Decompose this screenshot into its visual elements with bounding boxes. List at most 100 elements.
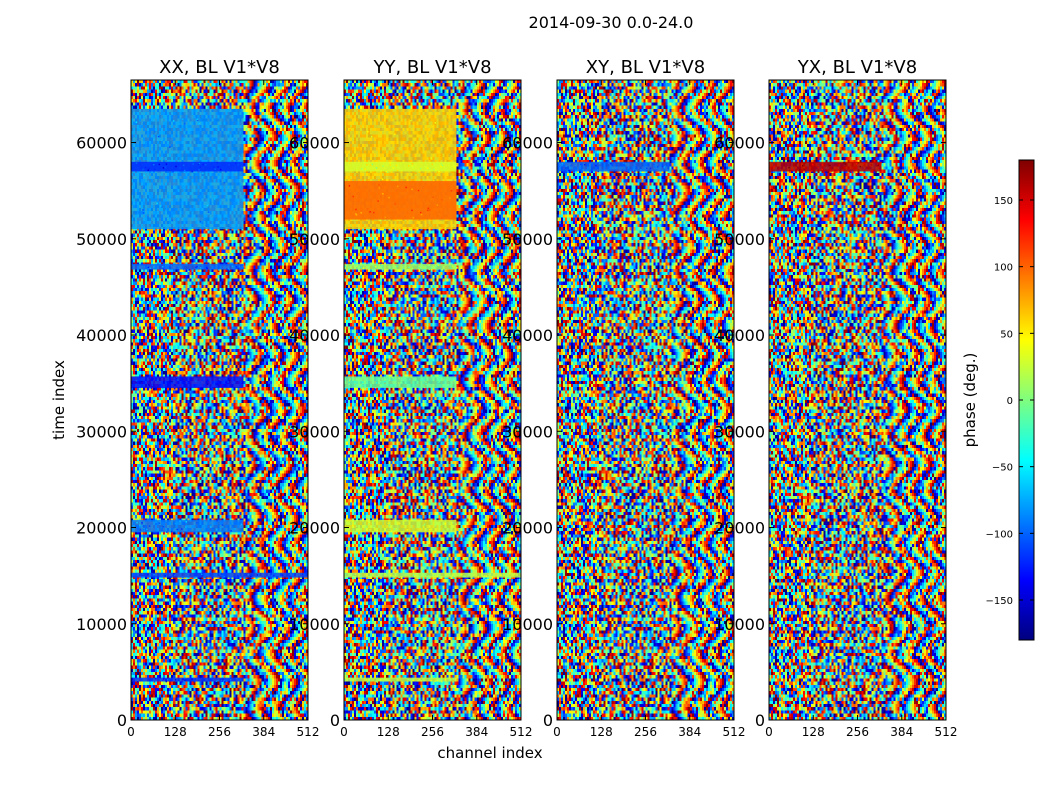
band-speckle [378, 187, 381, 189]
band-speckle [191, 678, 193, 680]
band-speckle [202, 172, 204, 175]
band-speckle [235, 265, 237, 268]
band-speckle [454, 166, 456, 169]
band-speckle [369, 164, 372, 166]
band-speckle [238, 265, 241, 268]
band-speckle [382, 193, 384, 195]
band-speckle [420, 680, 422, 682]
band-speckle [346, 387, 348, 389]
band-speckle [389, 528, 391, 531]
band-speckle [198, 122, 201, 125]
band-speckle [144, 146, 146, 149]
band-speckle [176, 379, 179, 381]
band-speckle [366, 208, 369, 210]
band-speckle [152, 378, 155, 380]
band-speckle [152, 163, 155, 166]
band-speckle [848, 170, 850, 172]
band-speckle [194, 678, 196, 681]
band-speckle [373, 526, 376, 529]
band-speckle [147, 216, 149, 218]
band-speckle [192, 163, 194, 165]
band-speckle [225, 680, 228, 683]
band-speckle [169, 146, 171, 148]
band-speckle [408, 165, 410, 167]
band-speckle [182, 576, 184, 579]
band-speckle [161, 679, 164, 682]
band-speckle [228, 681, 230, 683]
band-speckle [210, 523, 212, 526]
band-speckle [355, 525, 358, 527]
band-speckle [441, 681, 443, 683]
y-axis-label: time index [50, 360, 68, 440]
band-speckle [366, 681, 369, 683]
coherent-band [131, 263, 244, 270]
band-speckle [463, 575, 465, 578]
band-speckle [137, 575, 140, 577]
band-speckle [173, 573, 175, 575]
band-speckle [205, 266, 208, 269]
band-speckle [430, 157, 432, 159]
band-speckle [213, 198, 216, 200]
band-speckle [381, 677, 383, 680]
band-speckle [193, 680, 196, 683]
band-speckle [199, 267, 202, 269]
band-speckle [156, 379, 159, 381]
band-speckle [368, 521, 370, 524]
band-speckle [398, 576, 400, 579]
band-speckle [182, 164, 185, 167]
band-speckle [216, 529, 218, 531]
band-speckle [424, 573, 427, 576]
band-speckle [195, 380, 197, 382]
band-speckle [376, 681, 378, 683]
panel-title: YY, BL V1*V8 [372, 57, 491, 78]
band-speckle [155, 163, 157, 166]
band-speckle [202, 220, 204, 223]
band-speckle [238, 155, 241, 157]
band-speckle [140, 380, 143, 383]
band-speckle [160, 526, 163, 529]
band-speckle [440, 165, 442, 168]
band-speckle [135, 677, 138, 680]
band-speckle [157, 135, 160, 138]
band-speckle [147, 266, 150, 269]
band-speckle [361, 384, 363, 387]
band-speckle [364, 168, 366, 170]
coherent-band [344, 181, 457, 220]
band-speckle [386, 171, 389, 173]
band-speckle [357, 200, 360, 203]
band-speckle [132, 264, 135, 267]
band-speckle [452, 678, 455, 680]
band-speckle [438, 381, 440, 384]
band-speckle [237, 265, 239, 268]
band-speckle [156, 202, 158, 205]
band-speckle [146, 573, 149, 576]
band-speckle [212, 527, 214, 529]
band-speckle [803, 168, 805, 170]
band-speckle [165, 267, 167, 269]
band-speckle [625, 170, 628, 173]
y-tick-label: 0 [755, 711, 765, 730]
band-speckle [370, 264, 372, 266]
band-speckle [209, 526, 212, 528]
band-speckle [171, 219, 173, 222]
band-speckle [359, 384, 361, 387]
band-speckle [181, 681, 183, 683]
band-speckle [452, 681, 454, 683]
band-speckle [388, 196, 390, 199]
band-speckle [355, 384, 358, 387]
x-tick-label: 128 [802, 725, 825, 739]
coherent-band [344, 677, 457, 682]
band-speckle [188, 268, 191, 271]
band-speckle [432, 168, 435, 171]
band-speckle [234, 162, 237, 165]
band-speckle [185, 521, 187, 523]
band-speckle [434, 573, 436, 575]
band-speckle [408, 378, 411, 381]
y-tick-label: 30000 [289, 422, 340, 441]
colorbar-tick-label: 100 [994, 263, 1013, 274]
band-speckle [387, 522, 390, 525]
band-speckle [573, 167, 576, 170]
band-speckle [141, 573, 144, 575]
band-speckle [392, 575, 394, 577]
band-speckle [425, 383, 427, 385]
